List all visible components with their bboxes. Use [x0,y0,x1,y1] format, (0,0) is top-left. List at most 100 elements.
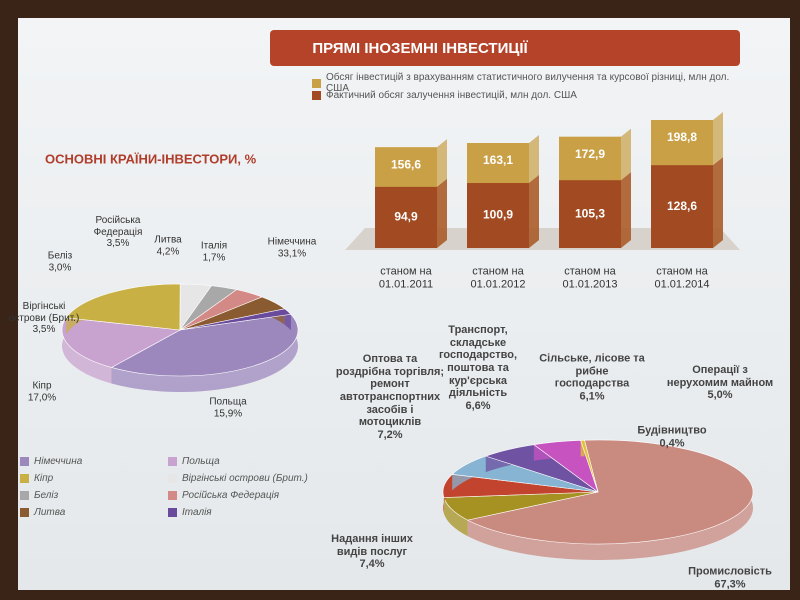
legend-item: Кіпр [20,473,53,484]
bar-side [529,175,539,248]
legend-item: Віргінські острови (Брит.) [168,473,308,484]
legend-item: Обсяг інвестицій з врахуванням статистич… [312,72,752,94]
legend-swatch [168,491,177,500]
slice-value: 67,3% [714,578,746,590]
pie-slice [466,439,754,545]
slice-name: Сільське, лісове та рибне господарства [539,352,645,390]
slice-label: Будівництво 0,4% [617,424,727,449]
pie-title: ОСНОВНІ КРАЇНИ-ІНВЕСТОРИ, % [45,151,257,166]
slice-label: Надання інших видів послуг 7,4% [317,533,427,571]
pie-slice-side [111,314,298,392]
slice-value: 6,1% [579,390,605,403]
slice-value: 0,4% [659,437,685,449]
x-tick-label: станом на 01.01.2014 [654,265,710,290]
slice-value: 7,2% [377,428,403,441]
legend-item: Польща [168,456,220,467]
slice-label: Віргінські острови (Брит.) 3,5% [4,301,84,336]
slice-label: Кіпр 17,0% [2,381,82,404]
slice-value: 1,7% [202,252,226,263]
pie-slice-side [61,317,112,384]
slice-label: Італія 1,7% [174,241,254,264]
value-label: 172,9 [575,147,605,161]
slice-label: Оптова та роздрібна торгівля; ремонт авт… [335,353,445,441]
slice-value: 33,1% [277,248,307,259]
legend-label: Російська Федерація [182,490,280,501]
x-tick-label: станом на 01.01.2012 [470,265,526,290]
legend-label: Литва [34,507,66,518]
slice-name: Кіпр [32,380,52,392]
slice-label: Операції з нерухомим майном 5,0% [665,364,775,402]
slice-name: Німеччина [267,236,317,248]
legend-swatch [312,91,321,100]
bar-side [621,172,631,248]
legend-label: Обсяг інвестицій з врахуванням статистич… [325,72,730,94]
slice-value: 5,0% [707,389,733,402]
legend-item: Беліз [20,490,58,501]
pie-slice [65,283,181,331]
slice-value: 3,5% [106,237,130,249]
legend-swatch [20,474,29,483]
x-tick-label: станом на 01.01.2013 [562,265,618,290]
bar-side [713,157,723,248]
slice-name: Надання інших видів послуг [331,533,413,558]
slice-name: Операції з нерухомим майном [666,364,774,389]
slice-name: Будівництво [637,424,707,437]
slice-value: 4,2% [156,246,180,257]
legend-label: Фактичний обсяг залучення інвестицій, мл… [326,90,577,101]
slice-name: Промисловість [688,565,772,578]
bar [651,165,713,248]
value-label: 156,6 [391,157,421,171]
bar [375,186,437,248]
slice-label: Транспорт, складське господарство, пошто… [423,324,533,412]
slice-name: Транспорт, складське господарство, пошто… [438,323,518,399]
slice-name: Російська Федерація [93,214,143,238]
x-tick-label: станом на 01.01.2011 [378,265,434,290]
slice-name: Оптова та роздрібна торгівля; ремонт авт… [335,352,445,428]
pie-slice [179,308,292,331]
slice-label: Беліз 3,0% [20,251,100,274]
slice-label: Литва 4,2% [128,235,208,258]
slice-label: Німеччина 33,1% [252,237,332,260]
legend-swatch [20,491,29,500]
legend-swatch [20,508,29,517]
slice-value: 3,0% [48,262,72,273]
slice-name: Беліз [47,250,73,262]
value-label: 163,1 [483,153,513,167]
value-label: 100,9 [483,208,513,222]
title-bar [270,30,740,66]
pie-slice [61,317,181,368]
bar-side [437,178,447,248]
slice-label: Сільське, лісове та рибне господарства 6,… [537,353,647,404]
pie-slice [580,439,599,493]
legend-swatch [168,508,177,517]
bar [467,183,529,248]
slice-value: 7,4% [359,558,385,571]
legend-item: Литва [20,507,65,518]
slide-title: ПРЯМІ ІНОЗЕМНІ ІНВЕСТИЦІЇ [312,40,528,57]
slice-label: Промисловість 67,3% [675,565,785,590]
pie-slice-side [443,497,468,537]
slice-label: Польща 15,9% [188,397,268,420]
legend-item: Італія [168,507,212,518]
pie-slice [110,313,299,377]
legend-label: Німеччина [34,456,83,467]
slice-value: 15,9% [213,408,243,419]
legend-swatch [312,78,321,88]
legend-item: Російська Федерація [168,490,279,501]
legend-label: Італія [182,507,212,518]
slice-name: Польща [209,396,247,408]
slice-value: 17,0% [27,392,57,403]
bar [559,180,621,248]
slice-label: Російська Федерація 3,5% [78,215,158,250]
legend-label: Віргінські острови (Брит.) [182,473,308,484]
legend-label: Беліз [34,490,59,501]
legend-item: Німеччина [20,456,82,467]
legend-label: Кіпр [34,473,54,484]
value-label: 128,6 [667,199,697,213]
slice-value: 6,6% [465,399,491,412]
slice-name: Італія [200,240,228,252]
legend-label: Польща [182,456,220,467]
slice-name: Литва [154,234,182,246]
